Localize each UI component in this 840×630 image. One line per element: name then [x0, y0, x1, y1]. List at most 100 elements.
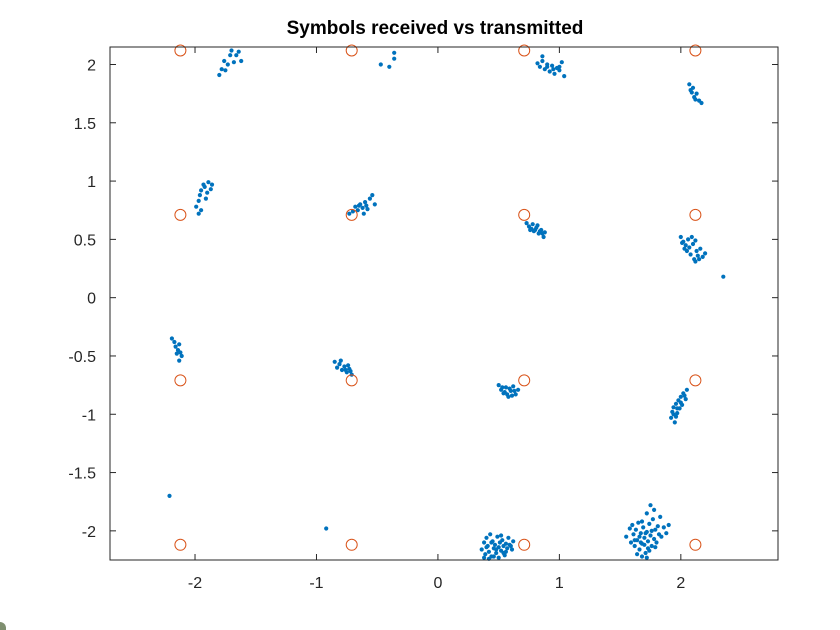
received-point — [537, 64, 543, 69]
received-point — [653, 545, 658, 550]
received-point — [507, 386, 512, 391]
received-point — [694, 248, 699, 254]
received-point — [698, 246, 703, 251]
received-point — [637, 547, 642, 552]
received-point — [639, 554, 645, 559]
received-point — [500, 538, 505, 543]
received-point — [627, 526, 632, 531]
transmitted-point — [345, 538, 358, 551]
received-symbols — [167, 48, 726, 561]
received-point — [482, 555, 487, 560]
received-point — [348, 369, 353, 374]
transmitted-point — [174, 44, 187, 57]
received-point — [228, 53, 233, 58]
received-point — [562, 74, 567, 79]
received-point — [650, 517, 656, 522]
received-point — [675, 411, 680, 416]
received-point — [678, 400, 683, 405]
received-point — [540, 54, 545, 59]
received-point — [643, 531, 648, 536]
received-point — [496, 383, 501, 388]
received-point — [167, 493, 172, 498]
received-point — [635, 552, 640, 557]
received-point — [500, 385, 505, 390]
received-point — [353, 204, 358, 209]
received-point — [652, 536, 657, 542]
received-point — [653, 527, 658, 532]
received-point — [647, 521, 652, 527]
x-axis: -2 -1 0 1 2 — [188, 47, 685, 592]
transmitted-point — [174, 538, 187, 551]
corner-glyph — [0, 622, 6, 630]
y-tick-label: 0 — [87, 291, 96, 308]
received-point — [654, 540, 659, 545]
received-point — [174, 351, 179, 356]
transmitted-point — [345, 44, 358, 57]
received-point — [647, 548, 652, 553]
received-point — [503, 541, 508, 546]
received-point — [678, 394, 683, 399]
received-point — [503, 385, 508, 390]
received-point — [392, 50, 397, 55]
received-point — [205, 190, 210, 195]
received-point — [172, 339, 177, 345]
received-point — [624, 534, 629, 539]
transmitted-point — [345, 374, 358, 387]
y-tick-label: 1 — [87, 174, 96, 191]
received-point — [367, 196, 372, 201]
received-point — [169, 336, 174, 341]
received-point — [387, 64, 392, 69]
received-point — [693, 97, 698, 102]
x-tick-label: 2 — [676, 575, 685, 592]
received-point — [535, 223, 540, 228]
received-point — [503, 549, 508, 554]
transmitted-point — [518, 44, 531, 57]
received-point — [194, 204, 199, 209]
received-point — [524, 221, 529, 226]
received-point — [671, 405, 676, 410]
received-point — [231, 60, 236, 65]
received-point — [648, 503, 653, 508]
received-point — [360, 205, 365, 210]
received-point — [338, 358, 343, 363]
transmitted-point — [518, 208, 531, 221]
received-point — [552, 71, 557, 76]
received-point — [683, 397, 688, 402]
received-point — [370, 193, 375, 198]
received-point — [682, 246, 687, 251]
transmitted-point — [345, 208, 358, 221]
received-point — [489, 540, 494, 545]
transmitted-point — [174, 208, 187, 221]
received-point — [693, 259, 698, 264]
received-point — [631, 532, 636, 537]
y-tick-label: 0.5 — [74, 232, 96, 249]
received-point — [633, 527, 639, 532]
received-point — [486, 549, 491, 554]
transmitted-point — [689, 374, 702, 387]
received-point — [690, 85, 696, 90]
chart-title: Symbols received vs transmitted — [286, 18, 584, 39]
received-point — [649, 528, 654, 534]
received-point — [642, 535, 647, 540]
received-point — [484, 545, 489, 550]
received-point — [513, 392, 518, 397]
received-point — [511, 539, 516, 544]
received-point — [355, 208, 360, 213]
received-point — [236, 49, 241, 54]
transmitted-point — [689, 44, 702, 57]
received-point — [179, 353, 184, 359]
received-point — [694, 91, 699, 96]
received-point — [484, 535, 489, 540]
received-point — [672, 420, 677, 425]
received-point — [199, 208, 204, 213]
received-point — [630, 522, 635, 528]
received-point — [664, 531, 669, 536]
received-point — [648, 533, 653, 538]
received-point — [488, 532, 493, 537]
received-point — [361, 211, 366, 216]
received-point — [234, 53, 239, 58]
received-point — [683, 243, 688, 248]
received-point — [494, 547, 499, 552]
received-point — [557, 68, 562, 73]
